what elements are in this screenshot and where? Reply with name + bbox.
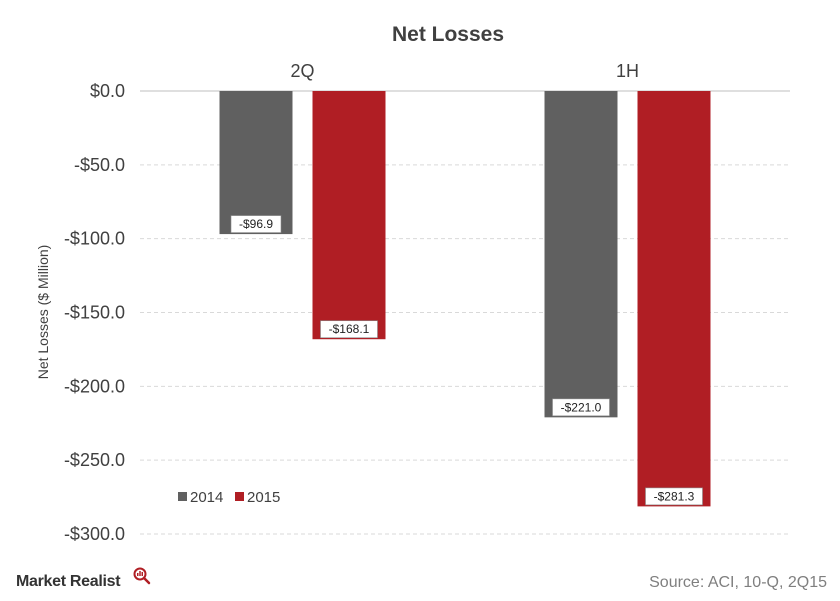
y-tick-label: -$150.0	[64, 303, 125, 323]
bar-2014-2Q	[219, 91, 293, 235]
data-label-box	[645, 487, 703, 506]
category-labels: 2Q 1H	[290, 61, 639, 81]
y-tick-label: -$250.0	[64, 450, 125, 470]
category-label: 2Q	[290, 61, 314, 81]
y-tick-label: -$50.0	[74, 155, 125, 175]
data-label: -$96.9	[239, 217, 273, 231]
legend-label: 2014	[190, 489, 223, 506]
data-label-box	[552, 398, 610, 417]
data-labels: -$96.9 -$168.1 -$221.0 -$281.3	[230, 215, 703, 506]
magnifier-icon	[133, 567, 151, 585]
data-label: -$221.0	[561, 400, 602, 414]
brand-name: Market Realist	[16, 573, 121, 590]
y-tick-labels: $0.0 -$50.0 -$100.0 -$150.0 -$200.0 -$250.0 -$…	[64, 81, 125, 544]
legend: 2014 2015	[178, 489, 280, 506]
y-tick-label: -$200.0	[64, 376, 125, 396]
y-axis-label: Net Losses ($ Million)	[35, 245, 51, 380]
legend-swatch	[235, 492, 244, 501]
data-label: -$281.3	[654, 489, 695, 503]
legend-swatch	[178, 492, 187, 501]
bar-2015-2Q	[312, 91, 386, 340]
source-note: Source: ACI, 10-Q, 2Q15	[649, 574, 827, 591]
y-tick-label: -$100.0	[64, 229, 125, 249]
legend-label: 2015	[247, 489, 280, 506]
y-tick-label: $0.0	[90, 81, 125, 101]
y-tick-label: -$300.0	[64, 524, 125, 544]
data-label-box	[230, 215, 282, 233]
bars	[219, 91, 711, 507]
data-label: -$168.1	[329, 322, 370, 336]
bar-2014-1H	[544, 91, 618, 418]
category-label: 1H	[616, 61, 639, 81]
chart-title: Net Losses	[392, 23, 504, 46]
bar-2015-1H	[637, 91, 711, 507]
brand-logo: Market Realist	[16, 567, 151, 590]
data-label-box	[320, 320, 378, 339]
